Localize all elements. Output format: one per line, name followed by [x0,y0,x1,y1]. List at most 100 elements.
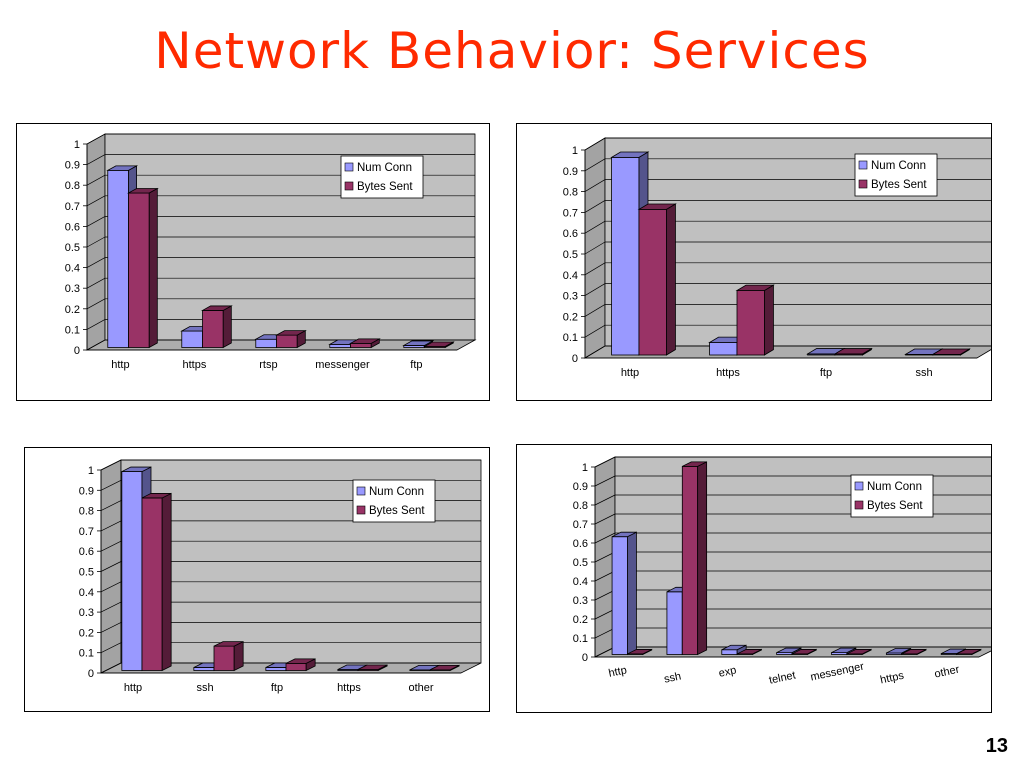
y-tick-label: 0.9 [65,160,80,172]
bar-side [161,492,172,672]
gridline-side [100,622,122,633]
bar-http-bytes-sent [627,648,653,656]
y-tick-label: 1 [572,145,578,157]
bar-top [956,649,982,655]
gridline-side [594,570,616,582]
y-tick-label: 0.6 [563,228,578,240]
gridline-side [86,339,106,351]
bar-top [348,338,381,344]
gridline-side [594,456,616,468]
gridline-side [594,608,616,620]
bar-top [611,531,637,538]
bar-side [697,461,708,656]
y-tick-label: 0 [582,652,588,664]
bar-front [141,497,163,671]
y-tick-label: 0.1 [573,633,588,645]
gridline-side [100,500,122,511]
gridline-side [594,627,616,639]
bar-front [350,342,372,348]
gridline-side [86,174,106,186]
gridline-side [584,345,606,359]
legend-label: Bytes Sent [867,500,923,512]
bar-top [846,649,872,655]
category-label: ssh [915,367,932,379]
bar-https-bytes-sent [901,648,927,656]
gridline-side [584,179,606,192]
legend-label: Bytes Sent [357,181,413,193]
bar-side [233,640,244,672]
bar-exp-num-conn [721,644,747,656]
bar-telnet-bytes-sent [791,648,817,656]
legend-box [340,155,424,199]
bar-top [735,284,775,291]
legend-label: Num Conn [867,481,922,493]
bar-top [627,649,652,655]
y-tick-label: 0.4 [65,263,80,275]
y-tick-label: 0.4 [79,587,94,599]
y-tick-label: 0.8 [79,506,94,518]
y-tick-label: 0.2 [573,614,588,626]
bar-top [682,461,707,467]
bar-front [681,465,699,655]
y-tick-label: 0.3 [79,607,94,619]
gridline-side [584,262,606,276]
bar-ssh-bytes-sent [213,640,244,672]
gridline-side [100,581,122,593]
chart-svg: 0 0.1 0.2 0.3 0.4 0.5 0.6 0.7 0.8 0.9 1 http https ft… [563,137,991,379]
bar-https-bytes-sent [357,664,388,672]
gridline-side [86,236,106,248]
bar-side [627,531,637,656]
bar-front [181,330,203,348]
bar-https-bytes-sent [200,305,233,349]
bar-front [107,169,129,348]
bar-top [721,644,747,651]
gridline-side [594,532,616,544]
legend: Num Conn Bytes Sent [340,155,424,199]
y-tick-label: 0.5 [573,557,588,569]
gridline-side [100,479,122,491]
bar-other-bytes-sent [956,648,982,656]
bar-top [776,647,802,654]
bar-top [831,647,857,654]
gridline-side [100,561,122,572]
bar-side [764,284,774,356]
chart-seven-services: 0 0.1 0.2 0.3 0.4 0.5 0.6 0.7 0.8 0.9 1 http ssh exp t… [516,444,992,713]
page-number: 13 [985,735,1008,757]
y-tick-label: 0.1 [563,332,578,344]
y-tick-label: 0.3 [573,595,588,607]
y-tick-label: 1 [582,462,588,474]
bar-top [285,658,316,664]
gridline-side [86,133,106,145]
legend-label: Bytes Sent [369,505,425,517]
legend-swatch-bytes-sent [854,500,864,510]
bar-front [202,310,224,348]
bar-side [666,203,676,356]
y-tick-label: 0.4 [563,270,578,282]
gridline-side [86,216,106,227]
y-tick-label: 0.2 [65,304,80,316]
gridline-side [100,601,122,613]
category-label: http [111,359,129,371]
bar-top [886,648,911,654]
gridline-side [100,642,122,654]
legend-swatch-bytes-sent [356,505,366,515]
bar-ftp-bytes-sent [833,347,873,356]
y-tick-label: 0.6 [573,538,588,550]
bar-front [721,649,738,655]
gridline-side [584,241,606,255]
category-label: ftp [410,359,422,371]
bar-top [357,664,388,670]
bar-front [638,209,667,356]
bar-front [666,591,683,655]
chart-svg: 0 0.1 0.2 0.3 0.4 0.5 0.6 0.7 0.8 0.9 1 http https rt… [65,133,477,371]
gridline-side [100,540,122,552]
bar-front [121,471,143,671]
gridline-side [100,459,122,471]
bar-top [833,348,873,355]
bar-front [276,334,298,348]
legend: Num Conn Bytes Sent [352,479,436,523]
category-label: http [608,664,628,680]
bar-top [213,641,244,647]
chart-http-https-rtsp: 0 0.1 0.2 0.3 0.4 0.5 0.6 0.7 0.8 0.9 1 http https rt… [16,123,490,401]
bar-front [611,536,628,655]
